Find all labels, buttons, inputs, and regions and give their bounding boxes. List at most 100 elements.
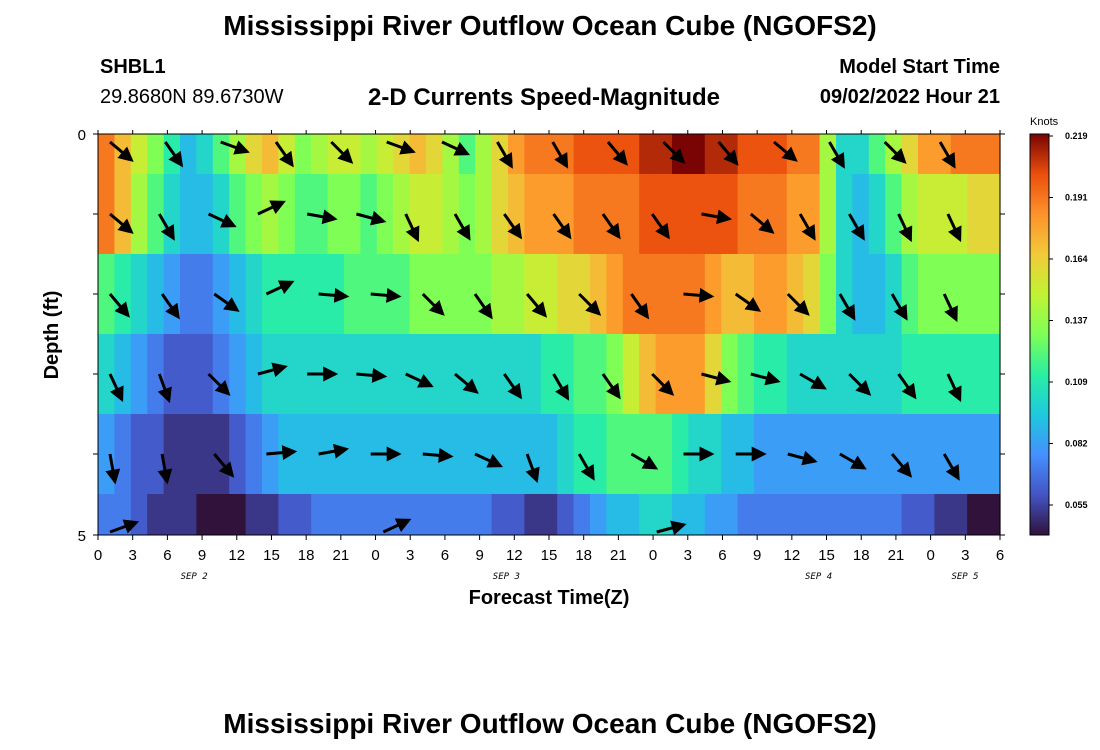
heat-cell	[557, 334, 575, 414]
heat-cell	[770, 494, 788, 535]
heat-cell	[458, 334, 476, 414]
current-arrow	[404, 213, 420, 243]
heat-cell	[130, 134, 148, 174]
current-arrow	[474, 452, 504, 468]
heat-cell	[721, 174, 739, 254]
heat-cell	[344, 254, 361, 334]
heat-cell	[606, 254, 624, 334]
heat-cell	[442, 494, 460, 535]
heat-cell	[655, 494, 673, 535]
current-arrow	[318, 287, 350, 303]
heat-cell	[196, 254, 214, 334]
heat-cell	[409, 414, 427, 494]
heat-cell	[540, 494, 558, 535]
heat-cell	[934, 174, 952, 254]
current-arrow	[421, 292, 445, 316]
heat-cell	[901, 134, 919, 174]
heat-cell	[786, 494, 804, 535]
heat-cell	[606, 414, 624, 494]
heat-cell	[639, 174, 657, 254]
heat-cell	[458, 414, 476, 494]
model-start-value: 09/02/2022 Hour 21	[819, 86, 1000, 108]
heat-cell	[475, 414, 493, 494]
current-arrow	[601, 373, 621, 400]
heat-cell	[311, 174, 329, 254]
heat-cell	[622, 414, 640, 494]
current-arrow	[848, 213, 865, 241]
heat-cell	[245, 494, 263, 535]
x-tick-label: 6	[163, 547, 171, 564]
heat-cell	[409, 174, 427, 254]
heat-cell	[426, 174, 443, 254]
heat-cell	[754, 494, 771, 535]
current-arrow	[108, 293, 130, 318]
colorbar-units: Knots	[1030, 116, 1059, 128]
heat-cell	[786, 334, 804, 414]
heat-cell	[967, 414, 985, 494]
current-arrow	[525, 453, 540, 484]
x-tick-label: 0	[371, 547, 379, 564]
heat-cell	[508, 414, 525, 494]
x-tick-label: 18	[575, 547, 592, 564]
heat-cell	[130, 254, 148, 334]
heat-cell	[311, 134, 329, 174]
x-tick-label: 3	[961, 547, 969, 564]
heat-cell	[573, 134, 591, 174]
heat-cell	[918, 174, 935, 254]
x-tick-label: 3	[129, 547, 137, 564]
heat-cell	[442, 414, 460, 494]
heat-cell	[852, 134, 870, 174]
date-label: SEP 3	[493, 572, 520, 582]
heat-cell	[130, 174, 148, 254]
current-arrow	[356, 367, 388, 383]
current-arrow	[734, 292, 762, 312]
heat-cell	[426, 494, 443, 535]
current-arrow	[266, 445, 298, 461]
current-arrow	[405, 372, 434, 388]
heat-cell	[967, 134, 985, 174]
heat-cell	[147, 494, 165, 535]
heat-cell	[868, 494, 886, 535]
heat-cell	[130, 494, 148, 535]
heat-cell	[852, 494, 870, 535]
heat-cell	[950, 414, 968, 494]
heat-cell	[622, 174, 640, 254]
heat-cell	[130, 334, 148, 414]
heat-cell	[376, 494, 394, 535]
heat-cell	[524, 334, 542, 414]
current-arrow	[370, 287, 402, 303]
heat-cell	[901, 334, 919, 414]
heat-cell	[278, 334, 296, 414]
heat-cell	[672, 254, 689, 334]
current-arrow	[946, 373, 962, 403]
heat-cell	[836, 254, 853, 334]
current-arrow	[890, 453, 913, 478]
heat-cell	[327, 174, 345, 254]
heat-cell	[655, 254, 673, 334]
heat-cell	[770, 414, 788, 494]
current-arrow	[108, 373, 124, 403]
heat-cell	[245, 134, 263, 174]
heat-cell	[606, 334, 624, 414]
current-arrow	[656, 520, 687, 536]
x-tick-label: 9	[753, 547, 761, 564]
current-arrow	[157, 373, 172, 404]
heat-cell	[426, 254, 443, 334]
heat-cell	[573, 334, 591, 414]
heat-cell	[704, 134, 722, 174]
heat-cell	[475, 334, 493, 414]
heat-cell	[344, 334, 361, 414]
heat-cell	[754, 254, 771, 334]
heat-cell	[901, 494, 919, 535]
current-arrow	[578, 292, 602, 316]
heat-cell	[163, 254, 181, 334]
heat-cell	[344, 494, 361, 535]
heat-cell	[836, 494, 853, 535]
heat-cell	[704, 494, 722, 535]
heat-cell	[163, 494, 181, 535]
current-arrow	[773, 140, 798, 162]
heat-cell	[754, 334, 771, 414]
heat-cell	[212, 134, 230, 174]
heat-cell	[672, 494, 689, 535]
heat-cell	[212, 334, 230, 414]
